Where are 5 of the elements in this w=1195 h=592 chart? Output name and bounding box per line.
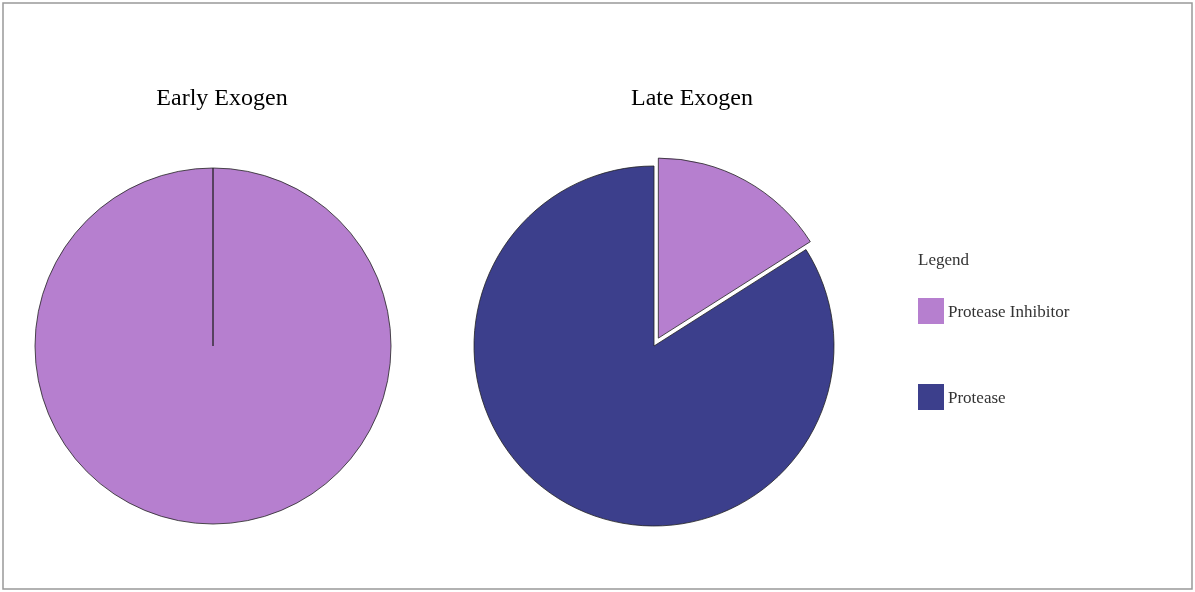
legend-label: Protease Inhibitor — [948, 302, 1070, 321]
chart-title: Late Exogen — [631, 84, 753, 110]
legend-title: Legend — [918, 250, 970, 269]
legend-label: Protease — [948, 388, 1006, 407]
chart-title: Early Exogen — [156, 84, 288, 110]
